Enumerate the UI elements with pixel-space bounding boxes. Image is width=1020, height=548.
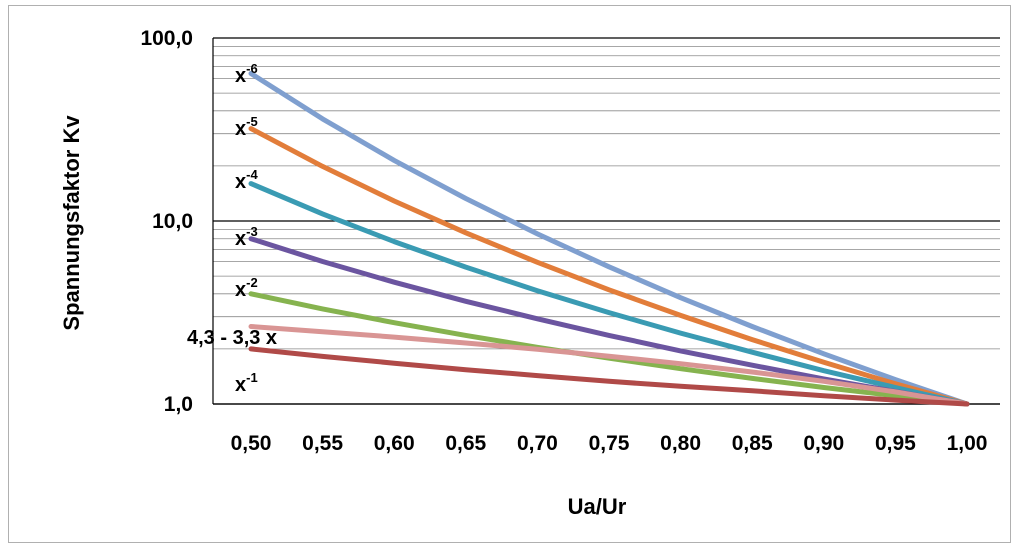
x-axis-title: Ua/Ur: [568, 494, 627, 519]
y-axis-title: Spannungsfaktor Kv: [59, 115, 84, 331]
y-tick-label: 100,0: [140, 27, 193, 50]
y-tick-label: 1,0: [164, 393, 193, 416]
x-tick-label: 0,50: [231, 432, 272, 455]
x-tick-label: 0,65: [445, 432, 486, 455]
chart-frame: [8, 5, 1011, 543]
series-labels: x-6 x-5 x-4 x-3 x-2 4,3 - 3,3 x x-1: [187, 61, 277, 396]
x-tick-label: 0,85: [732, 432, 773, 455]
series-label: x-6: [235, 61, 258, 87]
x-tick-label: 0,95: [875, 432, 916, 455]
series-line: [248, 346, 970, 407]
x-tick-label: 0,80: [660, 432, 701, 455]
series-label: x-4: [235, 167, 258, 193]
series-label: x-3: [235, 224, 258, 250]
series-line: [248, 126, 970, 407]
y-tick-labels: 1,0 10,0 100,0: [140, 27, 193, 416]
x-tick-label: 0,60: [374, 432, 415, 455]
x-tick-label: 0,90: [803, 432, 844, 455]
x-tick-label: 0,55: [302, 432, 343, 455]
series-line: [248, 71, 970, 407]
x-tick-label: 1,00: [947, 432, 988, 455]
series-line: [248, 324, 970, 407]
series-label: 4,3 - 3,3 x: [187, 327, 277, 349]
grid: [212, 37, 1000, 405]
x-tick-labels: 0,50 0,55 0,60 0,65 0,70 0,75 0,80 0,85 0,90 0,95…: [231, 432, 988, 455]
x-tick-label: 0,75: [589, 432, 630, 455]
series-line: [248, 181, 970, 407]
series-lines: [248, 71, 970, 407]
series-label: x-2: [235, 275, 258, 301]
series-label: x-5: [235, 114, 258, 140]
y-tick-label: 10,0: [152, 210, 193, 233]
x-tick-label: 0,70: [517, 432, 558, 455]
series-label: x-1: [235, 370, 258, 396]
